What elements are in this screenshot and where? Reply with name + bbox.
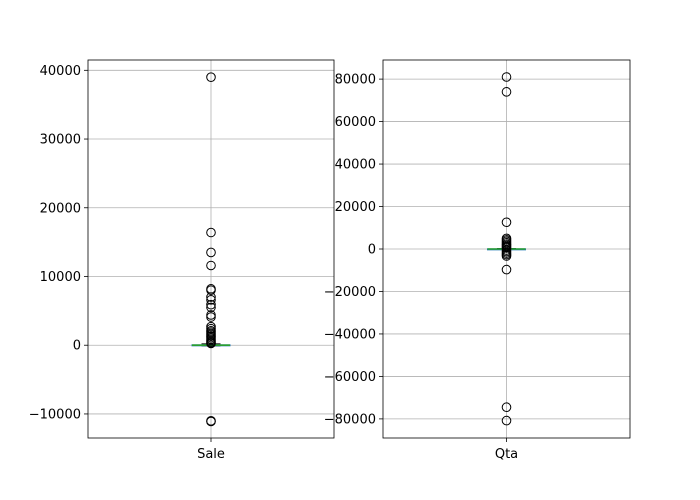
sale-outlier-point xyxy=(206,299,216,310)
sale-outlier-point xyxy=(206,227,216,238)
qta-outlier-point xyxy=(501,217,512,228)
sale-outlier-point xyxy=(206,247,216,258)
qta-y-tick-label: −60000 xyxy=(324,370,376,385)
qta-outlier-point xyxy=(501,87,512,97)
qta-y-tick-label: 40000 xyxy=(335,158,376,173)
qta-y-tick-label: 20000 xyxy=(335,200,376,215)
qta-outlier-point xyxy=(501,415,512,426)
qta-outlier-point xyxy=(501,251,512,261)
sale-outlier-point xyxy=(206,295,216,305)
sale-outlier-point xyxy=(206,416,216,427)
sale-outlier-point xyxy=(206,302,216,313)
sale-x-tick-label: Sale xyxy=(197,447,225,462)
sale-outlier-point xyxy=(206,260,216,271)
sale-y-tick-label: 30000 xyxy=(40,133,81,148)
qta-y-tick-label: 60000 xyxy=(335,115,376,130)
sale-outlier-point xyxy=(206,292,216,302)
qta-outlier-point xyxy=(501,402,512,413)
sale-y-tick-label: 0 xyxy=(73,339,81,354)
qta-boxplot-panel: −80000 −60000 −40000 −20000 0 20000 40000 60000… xyxy=(324,59,631,462)
qta-outlier-point xyxy=(501,264,512,275)
sale-y-tick-label: −10000 xyxy=(29,407,81,422)
qta-y-tick-label: 0 xyxy=(368,243,376,258)
sale-outlier-point xyxy=(206,285,216,296)
qta-y-tick-label: 80000 xyxy=(335,73,376,88)
sale-boxplot-panel: −10000 0 10000 20000 30000 40000 Sale xyxy=(29,59,335,462)
qta-y-tick-label: −20000 xyxy=(324,285,376,300)
sale-y-tick-label: 20000 xyxy=(40,201,81,216)
qta-y-tick-label: −40000 xyxy=(324,327,376,342)
sale-outlier-point xyxy=(206,72,216,82)
sale-y-tick-label: 40000 xyxy=(40,64,81,79)
qta-x-tick-label: Qta xyxy=(495,447,518,462)
sale-outlier-point xyxy=(206,312,216,322)
qta-y-tick-label: −80000 xyxy=(324,412,376,427)
qta-outlier-point xyxy=(501,72,512,82)
sale-y-tick-label: 10000 xyxy=(40,270,81,285)
sale-outlier-point xyxy=(206,338,216,349)
